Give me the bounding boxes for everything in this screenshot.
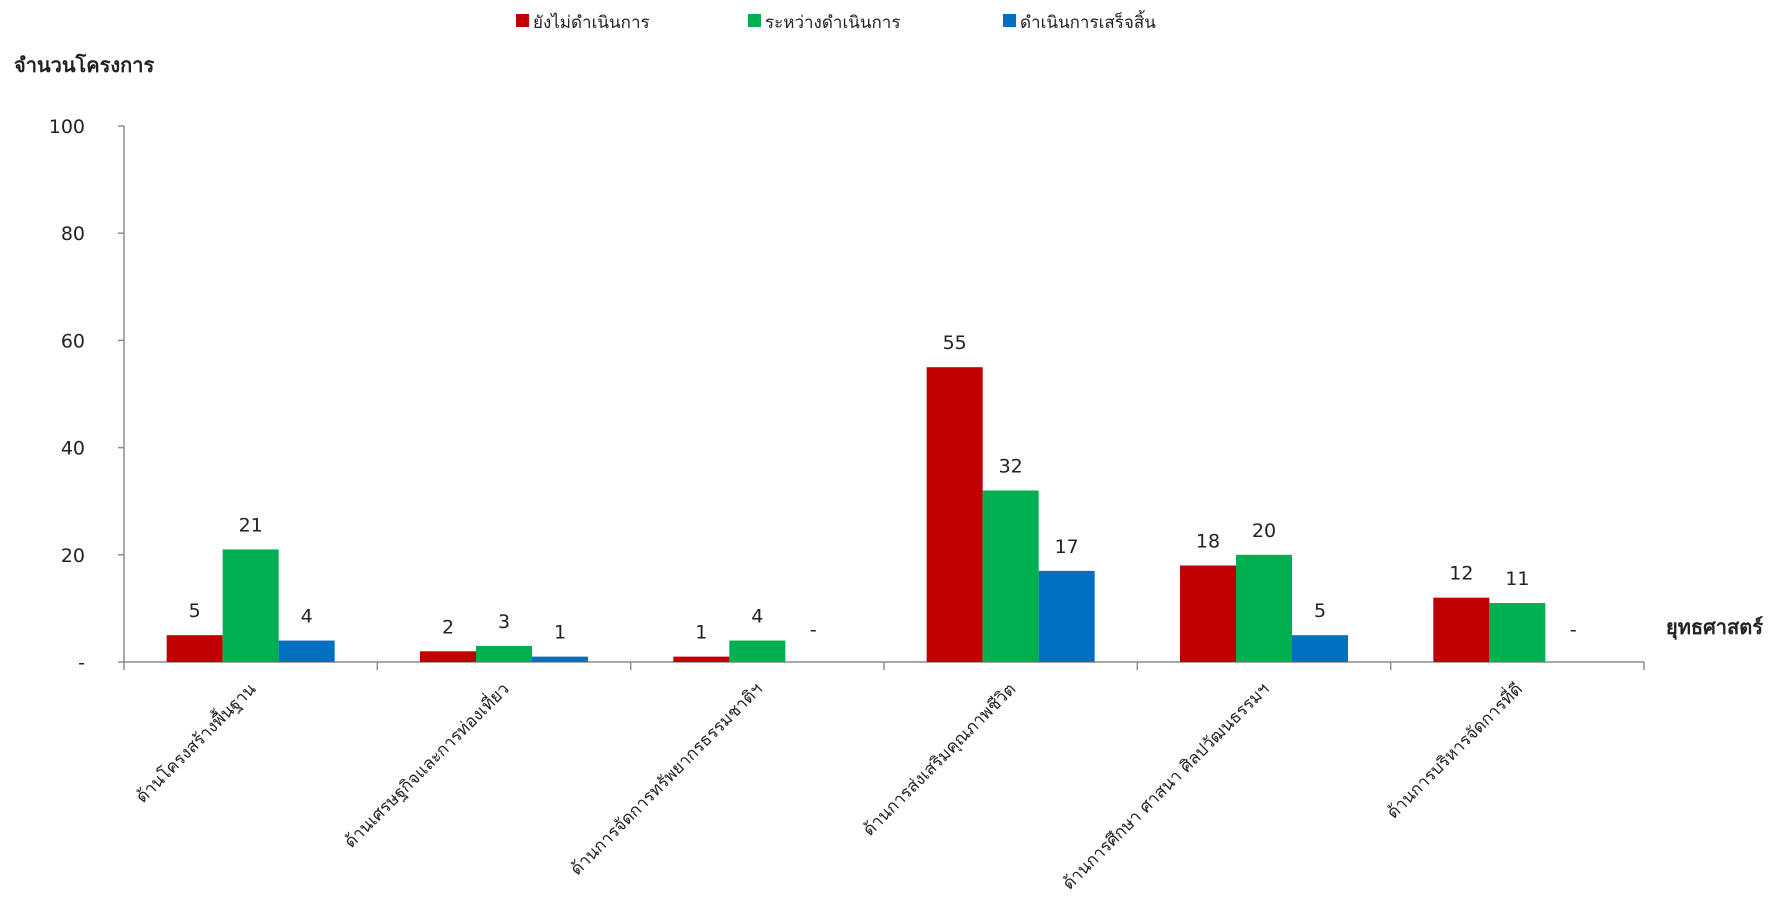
- data-label-2-2: 3: [498, 611, 510, 633]
- y-tick-label-5: 100: [49, 116, 85, 138]
- bar-4-2: [982, 490, 1039, 662]
- data-label-1-3: 4: [301, 606, 313, 628]
- legend-label-2: ระหว่างดำเนินการ: [765, 13, 900, 33]
- bar-5-3: [1292, 635, 1348, 662]
- data-label-1-2: 21: [239, 514, 263, 536]
- data-label-4-3: 17: [1055, 536, 1079, 558]
- category-label-2: ด้านเศรษฐกิจและการท่องเที่ยว: [339, 677, 514, 852]
- y-axis-ticks: - 20 40 60 80 100: [49, 116, 124, 674]
- bar-3-1: [673, 656, 730, 662]
- data-label-6-1: 12: [1449, 563, 1473, 585]
- y-tick-label-1: 20: [61, 545, 85, 567]
- y-tick-label-2: 40: [61, 438, 85, 460]
- data-label-3-3: -: [810, 619, 817, 641]
- x-axis-title: ยุทธศาสตร์: [1666, 615, 1763, 640]
- bar-2-2: [476, 645, 532, 662]
- data-label-5-2: 20: [1252, 520, 1276, 542]
- data-label-5-1: 18: [1196, 531, 1220, 553]
- data-label-6-2: 11: [1505, 568, 1529, 590]
- bar-4-1: [926, 367, 983, 662]
- category-labels: ด้านโครงสร้างพื้นฐาน ด้านเศรษฐกิจและการท่…: [130, 677, 1527, 894]
- category-label-1: ด้านโครงสร้างพื้นฐาน: [130, 677, 260, 807]
- category-label-6: ด้านการบริหารจัดการที่ดี: [1381, 677, 1527, 823]
- bar-2-1: [420, 651, 476, 662]
- bar-1-1: [166, 635, 223, 662]
- data-label-4-1: 55: [943, 332, 967, 354]
- legend: ยังไม่ดำเนินการ ระหว่างดำเนินการ ดำเนินการ…: [516, 10, 1156, 33]
- bar-5-2: [1236, 554, 1292, 662]
- y-tick-label-0: -: [78, 652, 85, 674]
- data-label-3-1: 1: [695, 622, 707, 644]
- y-tick-label-4: 80: [61, 223, 85, 245]
- bar-6-1: [1433, 597, 1490, 662]
- bar-6-2: [1489, 603, 1546, 662]
- x-axis-ticks: [123, 662, 1645, 670]
- data-label-6-3: -: [1570, 619, 1577, 641]
- legend-swatch-1: [516, 14, 529, 27]
- bar-4-3: [1038, 570, 1095, 662]
- legend-label-3: ดำเนินการเสร็จสิ้น: [1020, 10, 1156, 33]
- data-label-2-3: 1: [554, 622, 566, 644]
- category-label-4: ด้านการส่งเสริมคุณภาพชีวิต: [859, 679, 1020, 840]
- legend-label-1: ยังไม่ดำเนินการ: [533, 12, 650, 33]
- category-label-5: ด้านการศึกษา ศาสนา ศิลปวัฒนธรรมฯ: [1059, 679, 1274, 894]
- bar-1-3: [278, 640, 335, 662]
- data-label-1-1: 5: [189, 600, 201, 622]
- y-axis-title: จำนวนโครงการ: [14, 53, 154, 77]
- bar-3-2: [729, 640, 786, 662]
- y-tick-label-3: 60: [61, 330, 85, 352]
- data-label-4-2: 32: [999, 455, 1023, 477]
- bar-5-1: [1180, 565, 1236, 662]
- data-label-2-1: 2: [442, 616, 454, 638]
- bar-1-2: [222, 549, 279, 662]
- legend-swatch-2: [748, 14, 761, 27]
- data-label-5-3: 5: [1314, 600, 1326, 622]
- bar-2-3: [532, 656, 588, 662]
- category-label-3: ด้านการจัดการทรัพยากรธรรมชาติฯ: [567, 679, 767, 879]
- legend-swatch-3: [1003, 14, 1016, 27]
- bars: [166, 367, 1546, 662]
- data-label-3-2: 4: [751, 606, 763, 628]
